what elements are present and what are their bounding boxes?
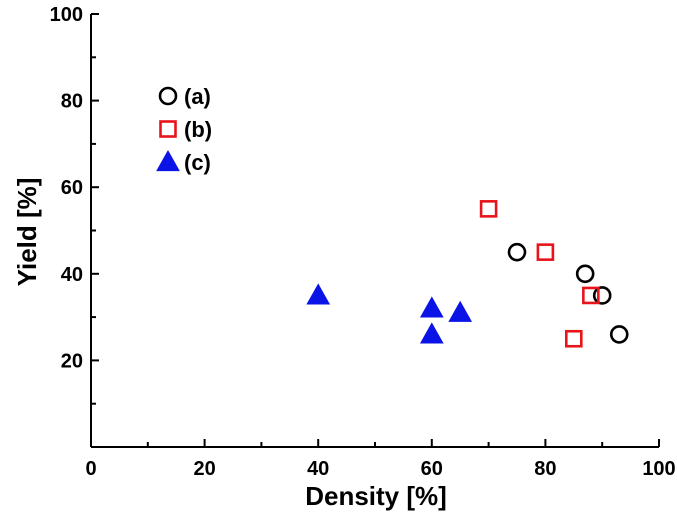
legend: (a) (b) (c) (156, 84, 212, 175)
axes (90, 14, 659, 448)
y-axis-label: Yield [%] (12, 178, 42, 287)
x-axis-label: Density [%] (305, 481, 447, 511)
y-tick-label: 100 (50, 4, 83, 26)
data-point (479, 200, 498, 218)
y-tick-label: 20 (61, 350, 83, 372)
legend-item-c: (c) (156, 149, 211, 175)
data-point (564, 329, 583, 348)
data-point (507, 242, 527, 262)
data-point (419, 322, 444, 344)
legend-item-b: (b) (159, 117, 212, 142)
data-point (609, 325, 629, 344)
data-point (448, 300, 473, 322)
data-point (582, 286, 600, 305)
x-tick-label: 100 (642, 458, 675, 480)
y-tick-label: 80 (61, 91, 83, 113)
y-tick-label: 60 (61, 177, 83, 199)
x-tick-label: 20 (193, 458, 215, 480)
legend-label: (b) (184, 117, 212, 142)
data-point (419, 296, 444, 318)
legend-marker (156, 149, 180, 172)
x-tick-label: 0 (85, 458, 96, 480)
legend-marker (158, 86, 178, 106)
x-tick-label: 40 (307, 458, 329, 480)
data-point (592, 286, 612, 305)
ticks (90, 13, 660, 448)
data-point (306, 283, 331, 305)
data-points (306, 200, 629, 348)
legend-label: (c) (184, 150, 211, 175)
legend-item-a: (a) (158, 84, 211, 109)
data-point (575, 264, 595, 284)
series-c (306, 283, 473, 344)
data-point (536, 243, 555, 261)
series-a (507, 242, 629, 344)
tick-labels: 0 20 40 60 80 100 20 40 60 80 100 (50, 4, 676, 480)
legend-marker (159, 120, 177, 138)
x-tick-label: 60 (421, 458, 443, 480)
series-b (479, 200, 600, 348)
legend-label: (a) (184, 84, 211, 109)
x-tick-label: 80 (534, 458, 556, 480)
y-tick-label: 40 (61, 264, 83, 286)
